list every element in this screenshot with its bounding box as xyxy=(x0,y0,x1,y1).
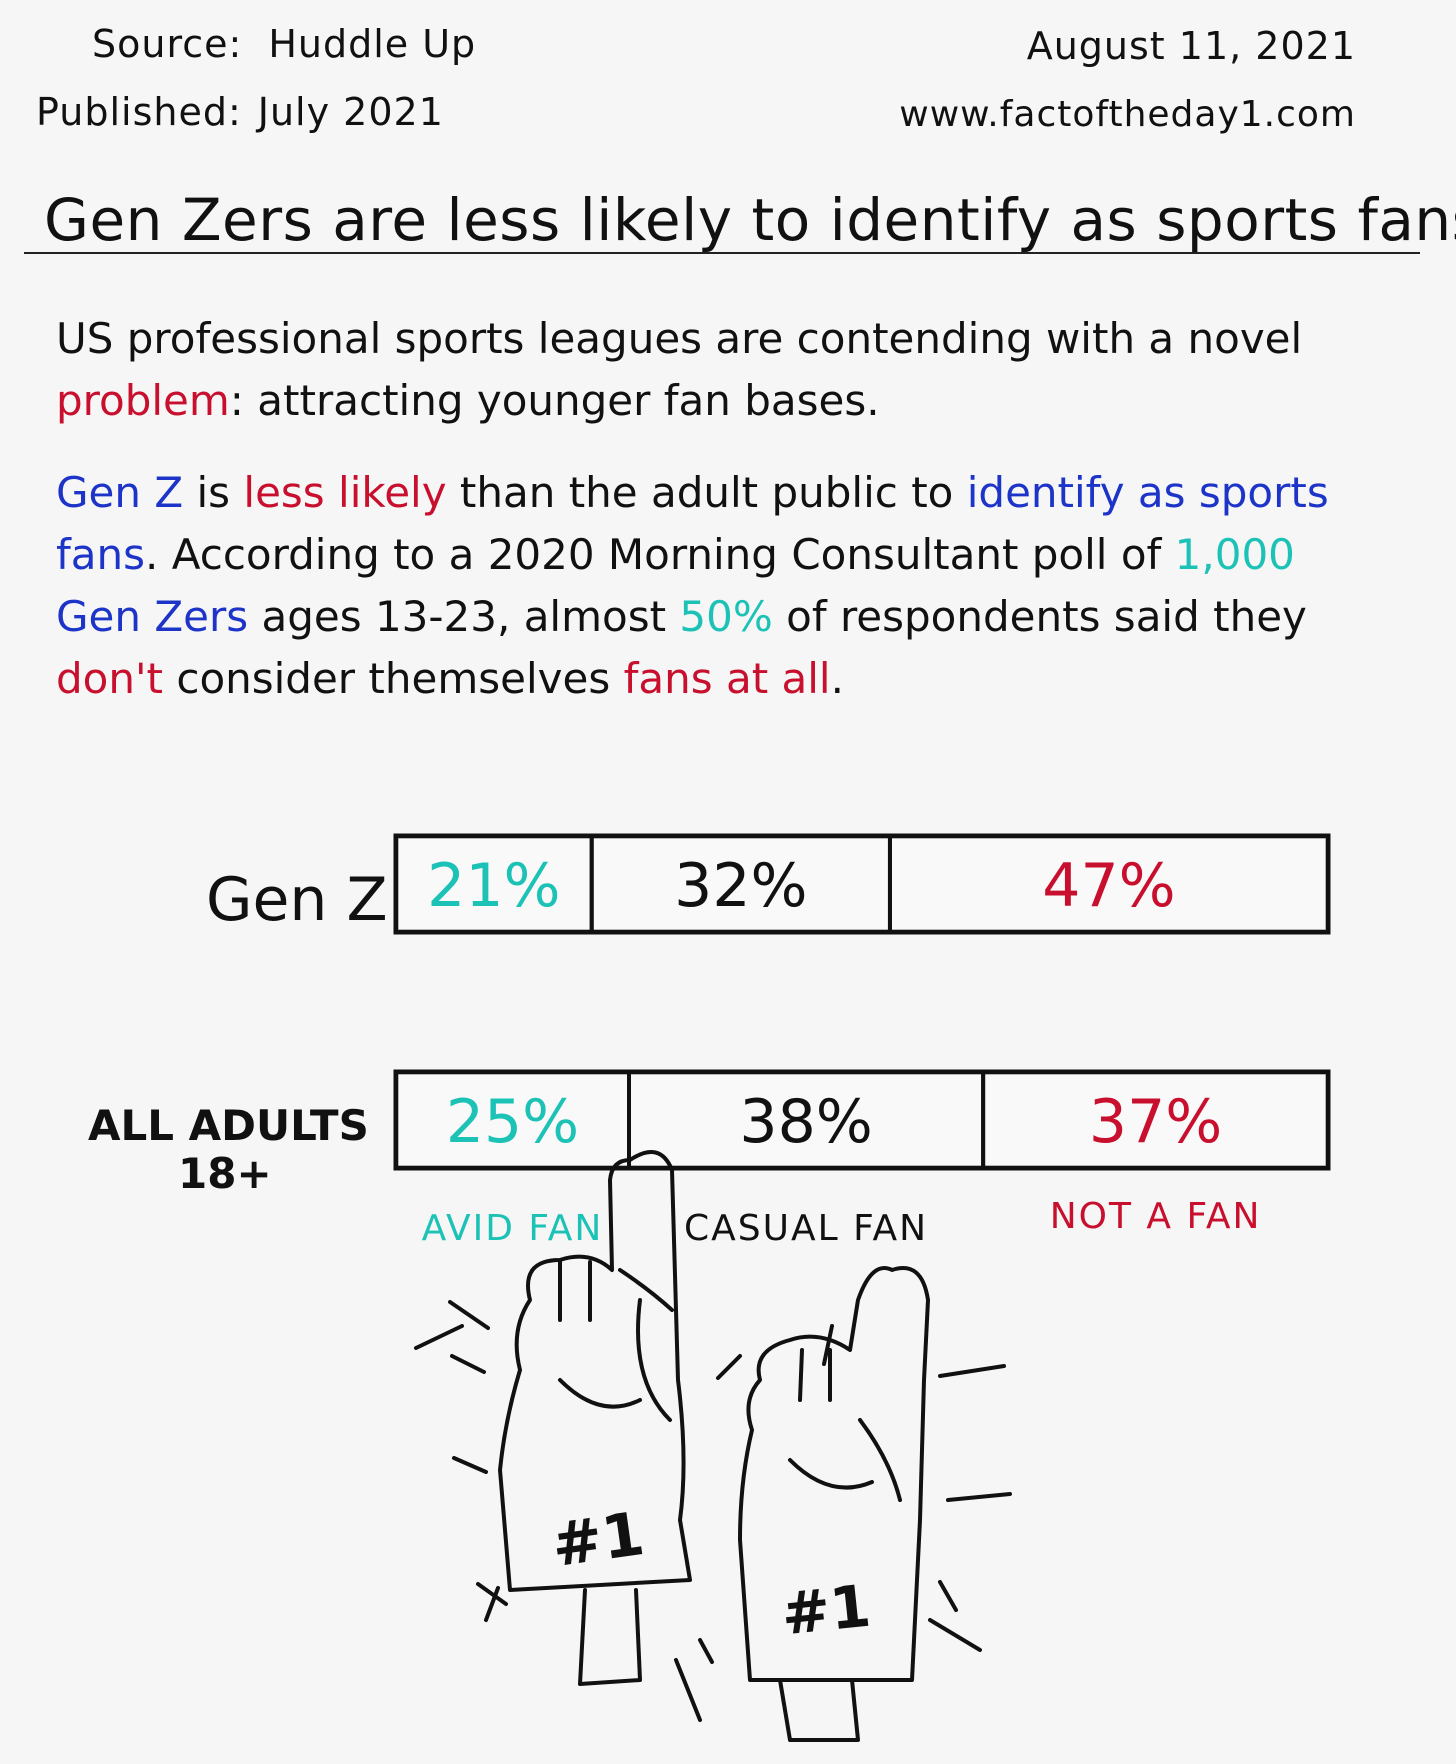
bar-segment xyxy=(887,834,1331,934)
intro-highlight: problem xyxy=(56,376,230,425)
detail-paragraph: Gen Z is less likely than the adult publ… xyxy=(56,462,1356,710)
segment-value-label: 32% xyxy=(674,851,807,921)
detail-text: ages 13-23, almost xyxy=(248,592,680,641)
detail-text: Gen Zers xyxy=(56,592,249,641)
segment-value-label: 37% xyxy=(1089,1087,1222,1157)
bar-segment xyxy=(627,1070,986,1170)
intro-paragraph: US professional sports leagues are conte… xyxy=(56,308,1356,432)
detail-text: don't xyxy=(56,654,163,703)
detail-text: less likely xyxy=(243,468,447,517)
segment-value-label: 38% xyxy=(739,1087,872,1157)
bar-frame xyxy=(393,1069,1331,1171)
detail-text: is xyxy=(183,468,244,517)
detail-text: Gen Z xyxy=(56,468,184,517)
detail-text: 50% xyxy=(679,592,773,641)
detail-text: identify as sports fans xyxy=(56,468,1329,579)
bar-frame xyxy=(393,833,1331,935)
category-label: Gen Z xyxy=(206,865,388,935)
legend-item: AVID FAN xyxy=(422,1208,604,1249)
foam-finger-icon: #1 xyxy=(498,1150,692,1686)
published-label: Published: xyxy=(36,90,242,134)
excitement-lines xyxy=(414,1300,1012,1722)
source-value: Huddle Up xyxy=(268,22,477,66)
bar-segment xyxy=(394,834,594,934)
foam-finger-icon: #1 xyxy=(738,1266,930,1742)
segment-value-label: 25% xyxy=(446,1087,579,1157)
detail-text: . According to a 2020 Morning Consultant… xyxy=(145,530,1175,579)
foam-finger-illustration: #1 #1 xyxy=(414,1150,1012,1742)
published-value: July 2021 xyxy=(257,90,444,134)
website-link[interactable]: www.factoftheday1.com xyxy=(899,94,1356,135)
source-label: Source: xyxy=(92,22,243,66)
segment-value-label: 47% xyxy=(1042,851,1175,921)
bar-segment xyxy=(589,834,892,934)
published-line: Published: July 2021 xyxy=(36,90,444,134)
detail-text: consider themselves xyxy=(163,654,624,703)
glove-number-text: #1 xyxy=(548,1499,649,1581)
detail-text: . xyxy=(830,654,844,703)
chart-row: Gen Z 21% 32% 47% xyxy=(206,833,1331,935)
date: August 11, 2021 xyxy=(1026,24,1356,68)
detail-text: than the adult public to xyxy=(446,468,967,517)
bar-segment xyxy=(394,1070,631,1170)
detail-text: fans at all xyxy=(623,654,831,703)
glove-number-text: #1 xyxy=(778,1572,874,1649)
legend-item: CASUAL FAN xyxy=(684,1208,928,1249)
category-label: 18+ xyxy=(178,1149,272,1198)
bar-segment xyxy=(981,1070,1330,1170)
legend-item: NOT A FAN xyxy=(1050,1196,1262,1237)
detail-text: 1,000 xyxy=(1174,530,1295,579)
title-underline xyxy=(24,252,1420,254)
intro-text-1: US professional sports leagues are conte… xyxy=(56,314,1303,363)
intro-text-2: : attracting younger fan bases. xyxy=(229,376,880,425)
segment-value-label: 21% xyxy=(427,851,560,921)
source-line: Source: Huddle Up xyxy=(92,22,476,66)
page-title: Gen Zers are less likely to identify as … xyxy=(44,186,1456,254)
detail-text: of respondents said they xyxy=(772,592,1307,641)
category-label: ALL ADULTS xyxy=(88,1101,369,1150)
